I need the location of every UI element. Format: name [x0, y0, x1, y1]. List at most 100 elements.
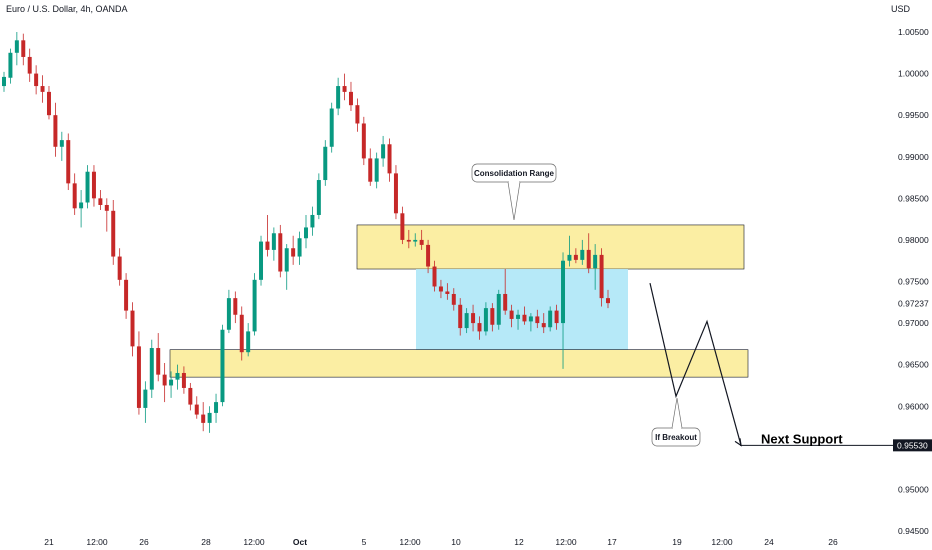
candle-body	[368, 158, 373, 182]
candle-body	[406, 239, 411, 242]
time-tick-label: 28	[201, 537, 211, 547]
candles-group	[2, 32, 610, 433]
currency-label: USD	[890, 4, 910, 14]
candle-body	[27, 56, 32, 74]
time-tick-label: 12:00	[86, 537, 108, 547]
price-tick-label: 0.96000	[898, 401, 929, 411]
price-tick-label: 0.99000	[898, 152, 929, 162]
candle-body	[419, 239, 424, 245]
consolidation-callout: Consolidation Range	[471, 163, 557, 221]
candle-body	[66, 140, 71, 184]
time-tick-label: 12:00	[243, 537, 265, 547]
candle-body	[14, 40, 19, 53]
candle-body	[91, 171, 96, 199]
candle-body	[586, 249, 591, 269]
candle-body	[445, 291, 450, 294]
candle-body	[220, 329, 225, 403]
candle-body	[104, 204, 109, 211]
candle-body	[271, 233, 276, 250]
candle-body	[561, 260, 566, 324]
candle-body	[342, 86, 347, 92]
time-tick-label: 12:00	[399, 537, 421, 547]
candle-body	[580, 249, 585, 260]
resistance-zone	[356, 224, 745, 270]
candle-body	[143, 389, 148, 408]
time-tick-label: 5	[362, 537, 367, 547]
candle-body	[239, 314, 244, 353]
candle-body	[214, 402, 219, 413]
candle-body	[413, 239, 418, 242]
time-tick-label: 12	[514, 537, 524, 547]
consolidation-zone	[416, 269, 628, 350]
candle-body	[606, 298, 610, 304]
candle-body	[284, 248, 289, 272]
next-support-label: Next Support	[761, 431, 843, 446]
time-tick-label: 10	[451, 537, 461, 547]
candle-body	[496, 293, 501, 325]
candle-body	[503, 293, 508, 311]
price-tick-label: 0.94500	[898, 526, 929, 536]
candle-body	[387, 144, 392, 174]
candle-body	[310, 214, 315, 228]
candle-body	[348, 91, 353, 106]
svg-text:0.95530: 0.95530	[897, 440, 928, 450]
candle-body	[355, 105, 360, 124]
candle-body	[169, 379, 174, 386]
breakout-callout: If Breakout	[651, 397, 701, 447]
candle-body	[548, 310, 553, 328]
candle-body	[426, 244, 431, 267]
price-tick-label: 1.00000	[898, 69, 929, 79]
time-axis[interactable]: 21 12:00 26 28 12:00 Oct 5 12:00 10 12 12:00 17 19 12…	[44, 537, 838, 547]
candle-body	[278, 233, 283, 272]
candle-body	[516, 314, 521, 319]
candle-body	[509, 310, 514, 319]
candle-body	[297, 238, 302, 257]
candle-body	[53, 115, 58, 147]
breakout-label: If Breakout	[655, 433, 697, 442]
candle-body	[117, 256, 122, 280]
price-axis[interactable]: 1.00500 1.00000 0.99500 0.99000 0.98500 0.980…	[898, 27, 929, 536]
candle-body	[207, 412, 212, 423]
price-tick-label: 0.97000	[898, 318, 929, 328]
candle-body	[2, 76, 6, 87]
candle-body	[252, 279, 257, 332]
candle-body	[149, 348, 154, 390]
price-tick-label: 0.96500	[898, 360, 929, 370]
candle-body	[111, 210, 116, 257]
time-tick-label: 19	[672, 537, 682, 547]
candle-body	[136, 346, 141, 408]
candle-body	[201, 414, 206, 423]
price-tick-label: 1.00500	[898, 27, 929, 37]
consolidation-label: Consolidation Range	[474, 169, 555, 178]
time-tick-label: 24	[764, 537, 774, 547]
candle-body	[381, 144, 386, 159]
candle-body	[156, 348, 161, 375]
candle-body	[181, 372, 186, 388]
current-price-label: 0.97237	[898, 298, 929, 308]
candle-body	[40, 86, 45, 92]
candle-body	[85, 171, 90, 203]
candle-body	[246, 331, 251, 353]
projection-path	[649, 283, 742, 446]
candle-body	[226, 298, 231, 330]
candle-body	[329, 108, 334, 147]
time-tick-label: 21	[44, 537, 54, 547]
candle-body	[464, 313, 469, 329]
candle-body	[361, 123, 366, 159]
candle-body	[130, 310, 135, 347]
candle-body	[393, 173, 398, 214]
candle-body	[471, 313, 476, 324]
candle-body	[573, 254, 578, 260]
time-tick-label: 17	[607, 537, 617, 547]
price-tick-label: 0.99500	[898, 110, 929, 120]
candle-body	[528, 316, 533, 322]
candle-body	[46, 91, 51, 116]
candle-body	[490, 308, 495, 325]
candle-body	[599, 254, 604, 299]
candle-body	[291, 248, 296, 257]
candle-body	[194, 404, 199, 415]
price-tick-label: 0.97500	[898, 277, 929, 287]
candle-body	[21, 40, 26, 57]
